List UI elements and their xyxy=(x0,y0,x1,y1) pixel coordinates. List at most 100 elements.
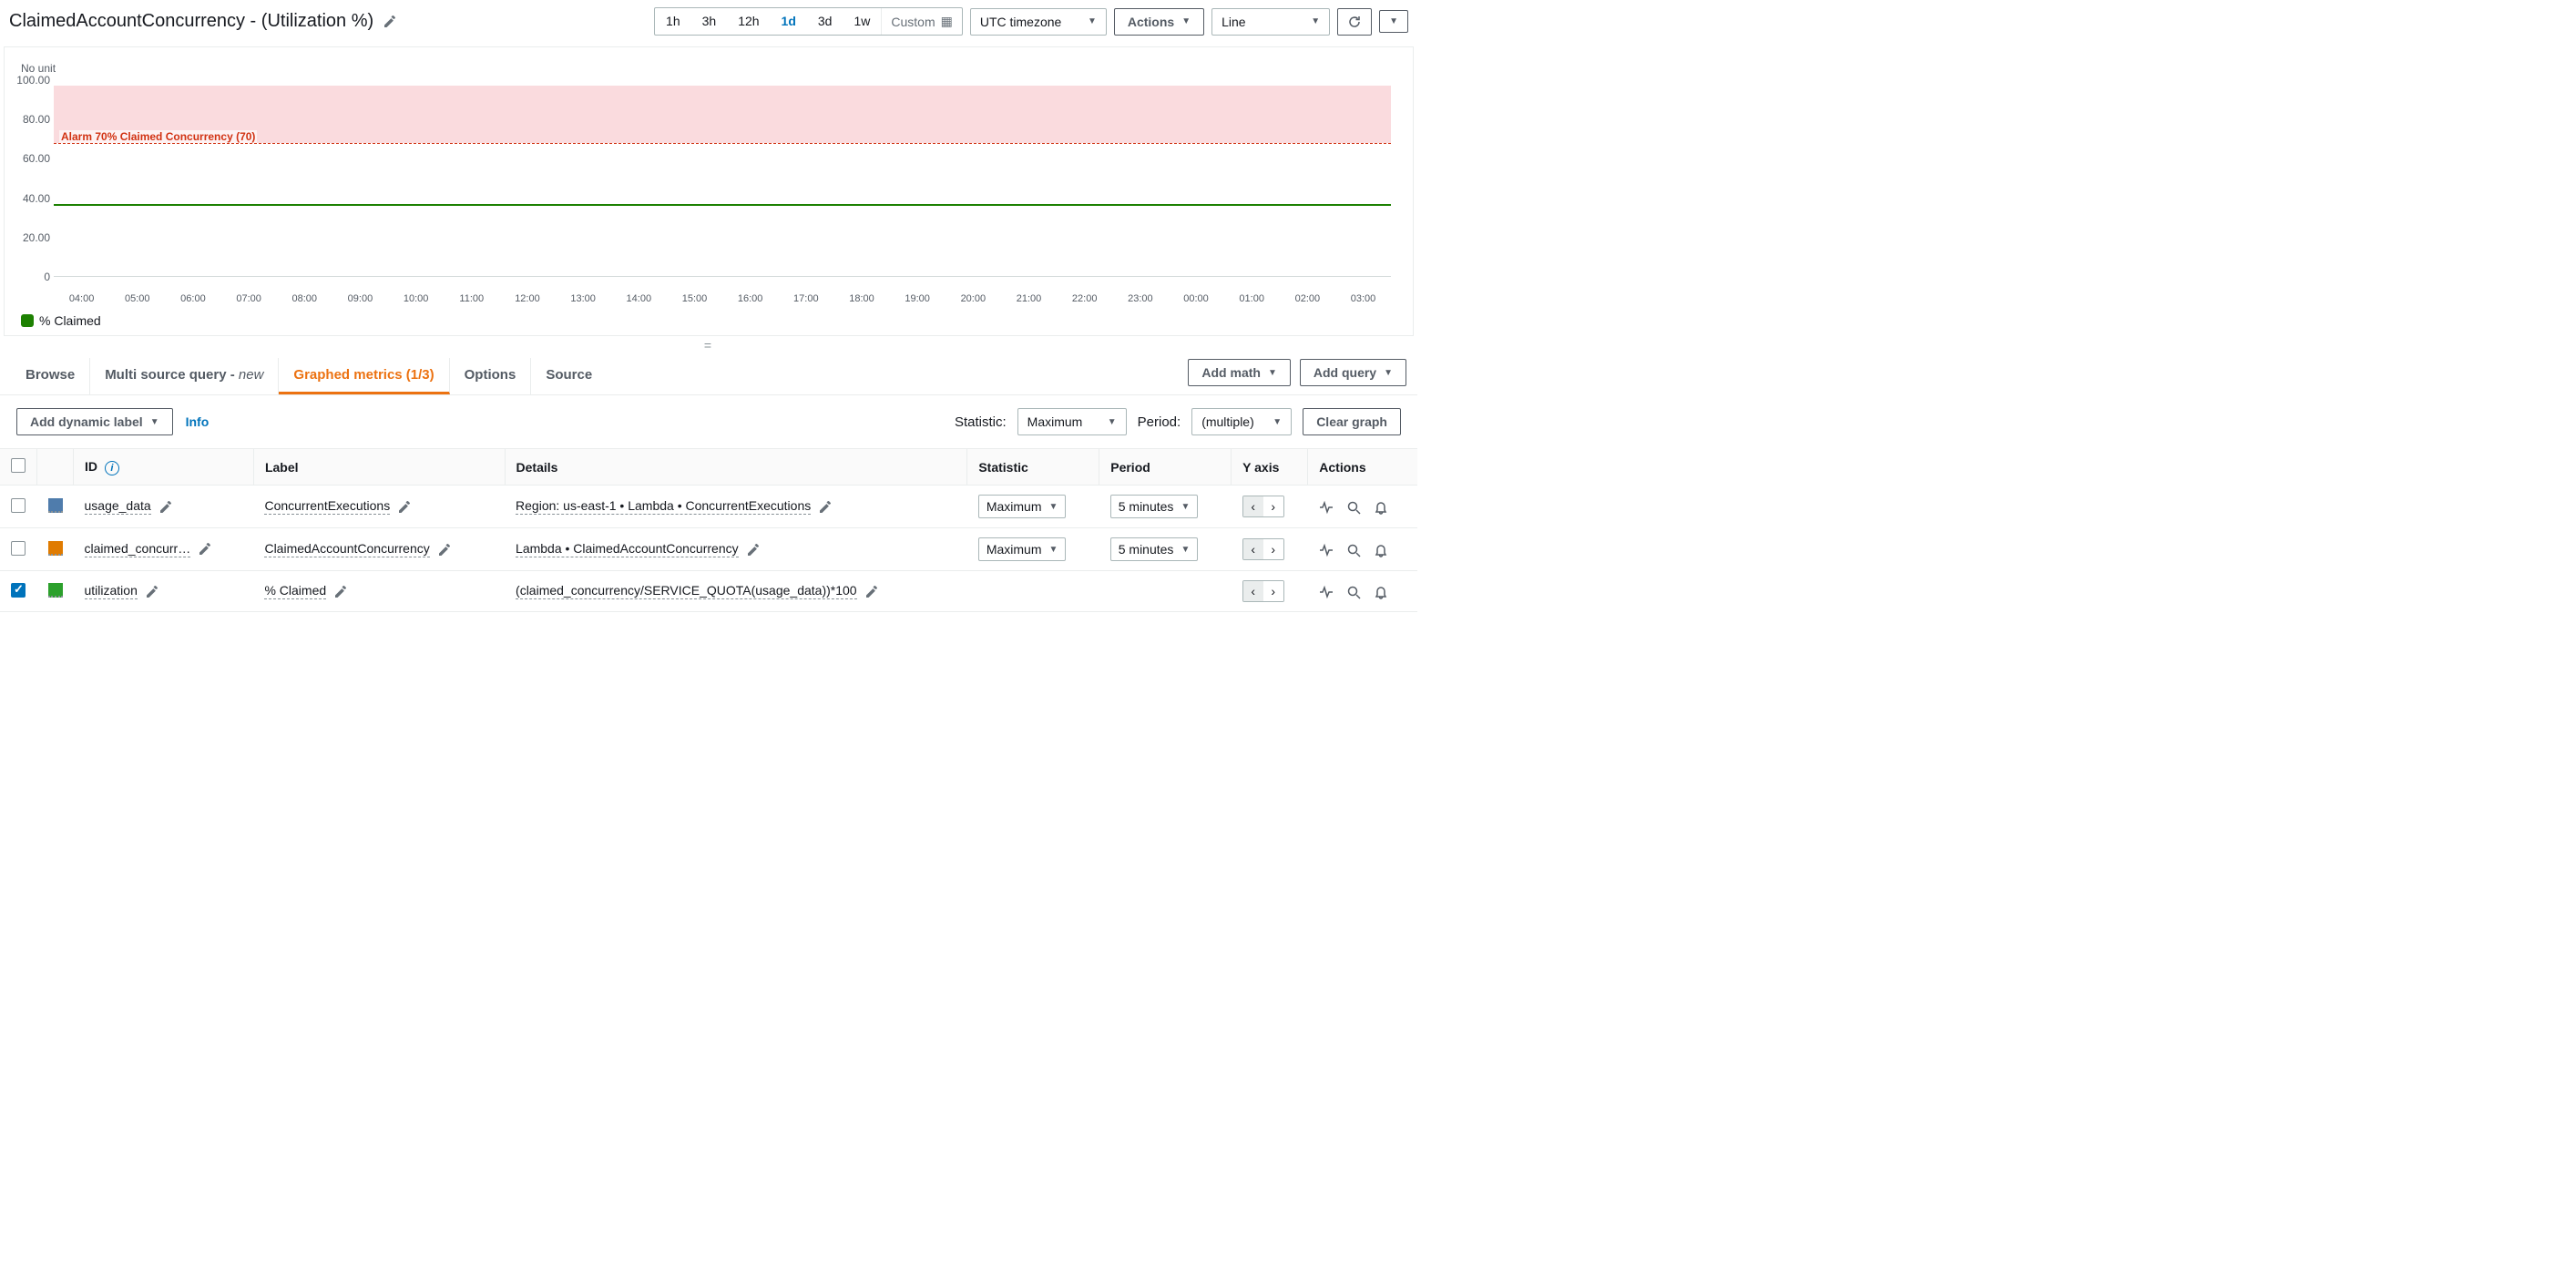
y-axis-left-icon[interactable]: ‹ xyxy=(1243,496,1263,516)
search-icon[interactable] xyxy=(1346,583,1361,598)
time-tab-1h[interactable]: 1h xyxy=(655,8,691,35)
series-color-chip[interactable] xyxy=(48,498,63,513)
time-tab-custom[interactable]: Custom xyxy=(881,8,961,35)
row-actions xyxy=(1319,541,1406,557)
y-axis-right-icon[interactable]: › xyxy=(1263,581,1283,601)
select-all-checkbox[interactable] xyxy=(11,458,26,473)
edit-title-icon[interactable] xyxy=(383,14,397,29)
x-tick: 04:00 xyxy=(54,293,109,304)
row-period-select[interactable]: 5 minutes▼ xyxy=(1110,537,1199,561)
edit-icon[interactable] xyxy=(158,498,173,513)
controls-row: Add dynamic label ▼ Info Statistic: Maxi… xyxy=(0,395,1417,448)
row-statistic-select[interactable]: Maximum▼ xyxy=(978,495,1067,518)
x-tick: 18:00 xyxy=(833,293,889,304)
chevron-down-icon: ▼ xyxy=(150,417,159,427)
tab-multi-source[interactable]: Multi source query - new xyxy=(90,358,279,394)
edit-icon[interactable] xyxy=(145,583,159,598)
table-row: usage_dataConcurrentExecutionsRegion: us… xyxy=(0,486,1417,528)
calendar-icon xyxy=(941,14,953,29)
tab-source[interactable]: Source xyxy=(531,358,607,394)
bell-icon[interactable] xyxy=(1374,498,1388,514)
tab-graphed-metrics[interactable]: Graphed metrics (1/3) xyxy=(279,358,449,394)
x-tick: 11:00 xyxy=(444,293,499,304)
row-period-select[interactable]: 5 minutes▼ xyxy=(1110,495,1199,518)
info-link[interactable]: Info xyxy=(186,414,210,429)
metrics-table: ID i Label Details Statistic Period Y ax… xyxy=(0,448,1417,612)
activity-icon[interactable] xyxy=(1319,583,1334,598)
bell-icon[interactable] xyxy=(1374,541,1388,557)
metric-label: ClaimedAccountConcurrency xyxy=(264,541,429,557)
row-checkbox[interactable] xyxy=(11,498,26,513)
metric-details: Region: us-east-1 • Lambda • ConcurrentE… xyxy=(516,498,811,515)
y-tick: 100.00 xyxy=(16,74,50,87)
x-tick: 01:00 xyxy=(1224,293,1280,304)
x-tick: 10:00 xyxy=(388,293,444,304)
chevron-down-icon: ▼ xyxy=(1108,417,1117,427)
alarm-threshold-line xyxy=(54,143,1391,144)
x-tick: 06:00 xyxy=(165,293,220,304)
chart-card: No unit 100.00 80.00 60.00 40.00 20.00 0… xyxy=(4,46,1414,336)
time-tab-1d[interactable]: 1d xyxy=(771,8,807,35)
edit-icon[interactable] xyxy=(397,498,412,513)
add-query-button[interactable]: Add query ▼ xyxy=(1300,359,1406,386)
x-tick: 14:00 xyxy=(611,293,667,304)
row-checkbox[interactable] xyxy=(11,541,26,556)
x-tick: 13:00 xyxy=(556,293,611,304)
col-id: ID i xyxy=(74,449,254,486)
chevron-down-icon: ▼ xyxy=(1389,16,1398,26)
bell-icon[interactable] xyxy=(1374,583,1388,598)
time-range-tabs: 1h 3h 12h 1d 3d 1w Custom xyxy=(654,7,963,36)
series-color-chip[interactable] xyxy=(48,583,63,598)
series-color-chip[interactable] xyxy=(48,541,63,556)
refresh-button[interactable] xyxy=(1337,8,1372,36)
y-axis-toggle[interactable]: ‹› xyxy=(1242,538,1284,560)
header-bar: ClaimedAccountConcurrency - (Utilization… xyxy=(0,0,1417,46)
add-math-button[interactable]: Add math ▼ xyxy=(1188,359,1290,386)
y-axis-left-icon[interactable]: ‹ xyxy=(1243,581,1263,601)
row-statistic-select[interactable]: Maximum▼ xyxy=(978,537,1067,561)
time-tab-3d[interactable]: 3d xyxy=(807,8,843,35)
col-label: Label xyxy=(253,449,505,486)
time-tab-12h[interactable]: 12h xyxy=(727,8,770,35)
actions-button[interactable]: Actions ▼ xyxy=(1114,8,1204,36)
row-actions xyxy=(1319,498,1406,514)
edit-icon[interactable] xyxy=(746,541,761,556)
search-icon[interactable] xyxy=(1346,498,1361,514)
time-tab-1w[interactable]: 1w xyxy=(843,8,881,35)
statistic-select[interactable]: Maximum ▼ xyxy=(1017,408,1127,435)
activity-icon[interactable] xyxy=(1319,541,1334,557)
info-icon[interactable]: i xyxy=(105,461,119,475)
add-dynamic-label-button[interactable]: Add dynamic label ▼ xyxy=(16,408,173,435)
y-axis-left-icon[interactable]: ‹ xyxy=(1243,539,1263,559)
search-icon[interactable] xyxy=(1346,541,1361,557)
x-tick: 23:00 xyxy=(1112,293,1168,304)
clear-graph-button[interactable]: Clear graph xyxy=(1303,408,1401,435)
x-tick: 07:00 xyxy=(221,293,277,304)
chart-legend: % Claimed xyxy=(21,313,1396,328)
y-axis-right-icon[interactable]: › xyxy=(1263,539,1283,559)
chart-type-select[interactable]: Line ▼ xyxy=(1211,8,1330,36)
edit-icon[interactable] xyxy=(818,498,833,513)
edit-icon[interactable] xyxy=(333,583,348,598)
y-axis-right-icon[interactable]: › xyxy=(1263,496,1283,516)
col-statistic: Statistic xyxy=(967,449,1099,486)
edit-icon[interactable] xyxy=(198,541,212,556)
tab-browse[interactable]: Browse xyxy=(11,358,90,394)
x-tick: 19:00 xyxy=(890,293,946,304)
x-tick: 17:00 xyxy=(778,293,833,304)
tab-options[interactable]: Options xyxy=(450,358,532,394)
resize-handle[interactable]: = xyxy=(0,336,1417,354)
timezone-select[interactable]: UTC timezone ▼ xyxy=(970,8,1107,36)
col-yaxis: Y axis xyxy=(1232,449,1308,486)
chevron-down-icon: ▼ xyxy=(1181,16,1191,26)
activity-icon[interactable] xyxy=(1319,498,1334,514)
refresh-menu-button[interactable]: ▼ xyxy=(1379,10,1408,33)
row-checkbox[interactable] xyxy=(11,583,26,598)
edit-icon[interactable] xyxy=(437,541,452,556)
metric-details: (claimed_concurrency/SERVICE_QUOTA(usage… xyxy=(516,583,857,599)
time-tab-3h[interactable]: 3h xyxy=(691,8,728,35)
edit-icon[interactable] xyxy=(864,583,879,598)
y-axis-toggle[interactable]: ‹› xyxy=(1242,580,1284,602)
y-axis-toggle[interactable]: ‹› xyxy=(1242,496,1284,517)
period-select[interactable]: (multiple) ▼ xyxy=(1191,408,1292,435)
